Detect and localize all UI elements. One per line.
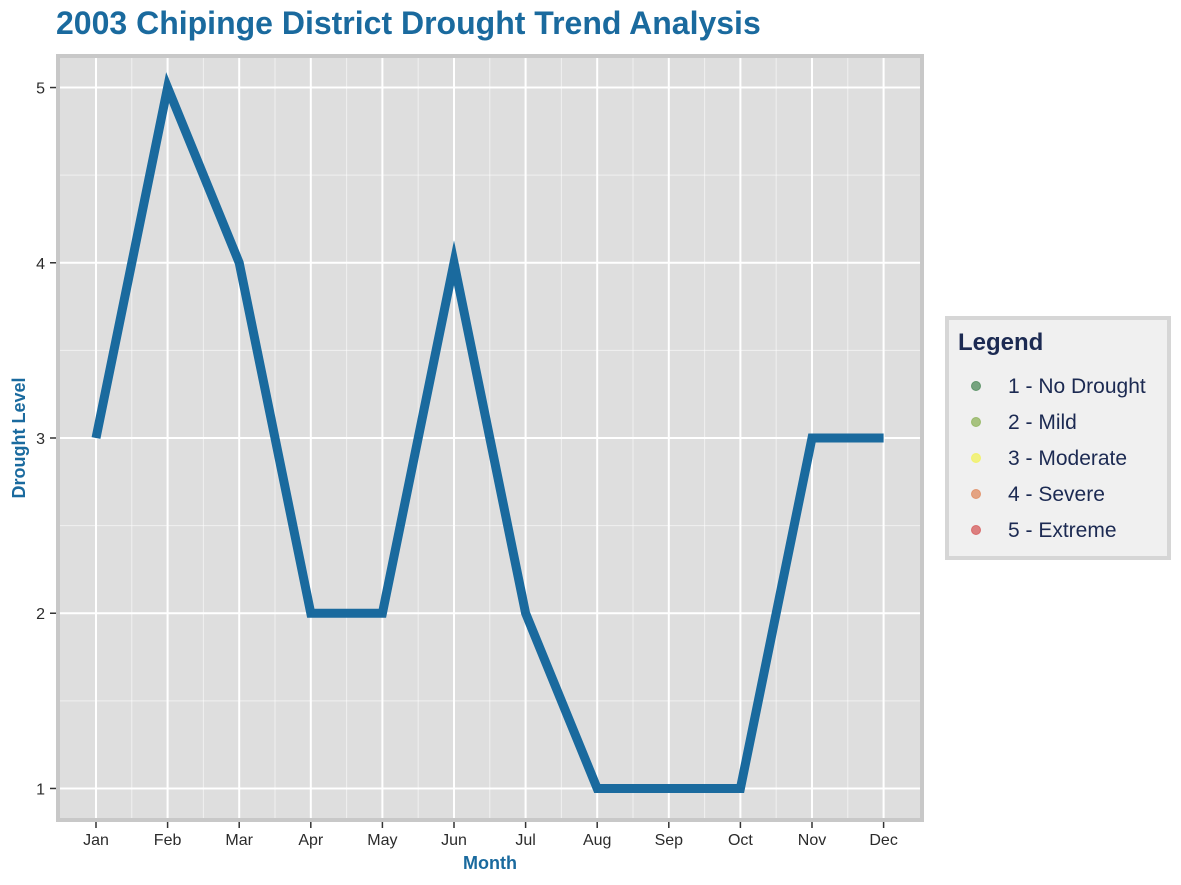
x-axis-title: Month xyxy=(463,853,517,873)
legend: Legend 1 - No Drought 2 - Mild 3 - Moderat… xyxy=(945,316,1171,560)
chart-title: 2003 Chipinge District Drought Trend Ana… xyxy=(56,5,761,41)
x-tick-label: Nov xyxy=(798,832,826,849)
y-tick-label: 3 xyxy=(36,431,45,448)
legend-item-label: 2 - Mild xyxy=(1008,411,1077,434)
x-tick-label: Dec xyxy=(869,832,897,849)
legend-title: Legend xyxy=(958,329,1043,356)
legend-key-dot xyxy=(971,417,981,427)
legend-key-dot xyxy=(971,489,981,499)
y-tick-label: 5 xyxy=(36,81,45,98)
legend-item-label: 1 - No Drought xyxy=(1008,375,1146,398)
y-tick-label: 1 xyxy=(36,781,45,798)
x-tick-label: Aug xyxy=(583,832,611,849)
x-tick-label: Feb xyxy=(154,832,182,849)
legend-box xyxy=(945,316,1171,560)
x-tick-label: May xyxy=(367,832,397,849)
legend-item-label: 4 - Severe xyxy=(1008,483,1105,506)
x-tick-label: Jan xyxy=(83,832,109,849)
series-layer xyxy=(91,72,884,793)
legend-item-label: 3 - Moderate xyxy=(1008,447,1127,470)
x-tick-label: Mar xyxy=(225,832,253,849)
legend-key-dot xyxy=(971,453,981,463)
drought-level-line xyxy=(91,72,884,793)
x-tick-label: Jun xyxy=(441,832,467,849)
legend-items: 1 - No Drought 2 - Mild 3 - Moderate 4 - Se… xyxy=(971,375,1146,542)
x-tick-label: Jul xyxy=(515,832,535,849)
y-tick-label: 4 xyxy=(36,256,45,273)
axes: Jan Feb Mar Apr May Jun Jul Aug Sep Oct Nov Dec 1 2 3 4… xyxy=(36,81,898,849)
x-tick-label: Sep xyxy=(655,832,684,849)
legend-item-label: 5 - Extreme xyxy=(1008,519,1117,542)
x-tick-label: Oct xyxy=(728,832,753,849)
legend-key-dot xyxy=(971,381,981,391)
legend-key-dot xyxy=(971,525,981,535)
y-axis-title: Drought Level xyxy=(9,377,29,498)
y-tick-label: 2 xyxy=(36,606,45,623)
x-tick-label: Apr xyxy=(298,832,324,849)
